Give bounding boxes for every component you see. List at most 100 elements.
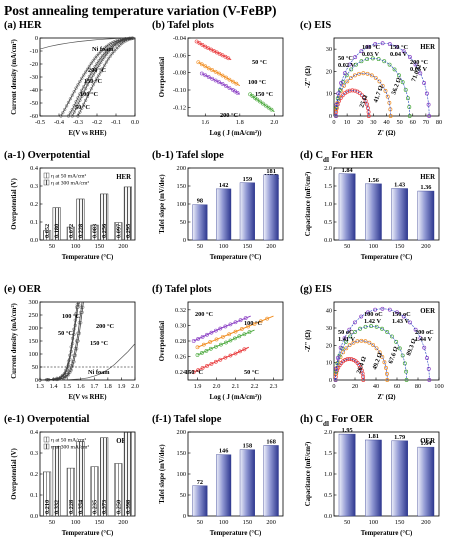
data-point xyxy=(380,83,385,88)
data-point xyxy=(374,324,379,329)
data-point xyxy=(59,114,63,118)
series-label: 100 °C xyxy=(62,313,81,320)
data-label: 159 xyxy=(243,176,252,183)
data-point xyxy=(73,323,77,327)
data-point xyxy=(347,327,352,332)
data-point xyxy=(68,111,72,115)
series-markers-3 xyxy=(191,347,247,375)
data-label: 0.256 xyxy=(101,224,108,238)
y-tick-label: 0.4 xyxy=(30,429,39,436)
data-point xyxy=(353,330,357,334)
data-point xyxy=(394,339,399,344)
x-tick-label: 10 xyxy=(344,119,350,126)
data-point xyxy=(233,329,238,334)
data-point xyxy=(74,100,78,104)
data-point xyxy=(112,49,116,53)
x-tick-label: 80 xyxy=(436,119,442,126)
x-tick-label: -0.3 xyxy=(73,119,83,126)
y-tick-label: -50 xyxy=(30,100,38,107)
x-tick-label: 50 xyxy=(49,519,55,526)
x-axis-label: Temperature (°C) xyxy=(62,254,114,261)
data-point xyxy=(360,93,364,98)
data-point xyxy=(336,360,341,365)
data-point xyxy=(217,51,222,56)
arc-label: 25 Ω xyxy=(358,94,369,109)
data-point xyxy=(66,362,71,366)
data-point xyxy=(200,351,204,355)
y-tick-label: 50 xyxy=(32,364,38,371)
x-tick-label: 30 xyxy=(370,119,376,126)
data-point xyxy=(209,47,213,52)
x-tick-label: 100 xyxy=(369,519,378,526)
data-point xyxy=(418,336,423,341)
x-tick-label: 1.8 xyxy=(104,383,112,390)
eis-annotation-line: 100 oC xyxy=(364,311,383,318)
data-point xyxy=(208,346,213,351)
data-point xyxy=(224,84,228,88)
x-tick-label: 1.5 xyxy=(63,383,71,390)
x-axis-label: Temperature (°C) xyxy=(361,530,413,537)
data-point xyxy=(252,321,257,326)
data-label: 0.180 xyxy=(54,224,61,238)
x-tick-label: 1.8 xyxy=(236,119,244,126)
data-point xyxy=(82,85,86,89)
y-tick-label: 0.32 xyxy=(175,307,186,314)
eis-annotation-line: 0.04 V xyxy=(390,51,407,58)
data-point xyxy=(95,76,99,80)
data-label: 0.235 xyxy=(92,500,99,514)
data-point xyxy=(223,324,228,329)
data-point xyxy=(97,63,101,67)
y-tick-label: 0.2 xyxy=(30,201,38,208)
data-point xyxy=(349,67,354,72)
data-point xyxy=(70,364,75,368)
data-point xyxy=(243,316,248,321)
data-point xyxy=(219,342,223,347)
eis-annotation-line: 0.02 V xyxy=(338,62,355,69)
data-point xyxy=(93,70,97,74)
data-point xyxy=(89,71,93,75)
series-line-0 xyxy=(39,37,136,50)
data-point xyxy=(400,80,405,85)
data-point xyxy=(242,332,247,337)
data-point xyxy=(63,107,67,112)
y-tick-label: 20 xyxy=(326,68,332,75)
x-tick-label: 20 xyxy=(352,383,358,390)
y-tick-label: 100 xyxy=(177,471,186,478)
y-tick-label: 150 xyxy=(177,183,186,190)
series-label: 150 °C xyxy=(185,369,204,376)
panel-title: (f) Tafel plots xyxy=(152,284,212,295)
data-point xyxy=(384,371,389,376)
x-tick-label: -0.5 xyxy=(35,119,45,126)
data-label: 1.36 xyxy=(420,184,431,191)
series-markers-3 xyxy=(199,71,240,95)
y-tick-label: 30 xyxy=(326,46,332,53)
x-axis-label: Temperature (°C) xyxy=(210,530,262,537)
panel-title-main: (h) C xyxy=(300,414,323,425)
data-point xyxy=(91,68,95,72)
data-point xyxy=(354,62,359,67)
y-tick-label: 1.5 xyxy=(324,183,332,190)
data-point xyxy=(99,60,103,64)
data-point xyxy=(59,377,63,381)
bar xyxy=(338,173,356,241)
data-label: 0.332 xyxy=(54,500,61,514)
data-point xyxy=(239,327,244,331)
x-tick-label: 50 xyxy=(197,519,203,526)
x-tick-label: 1.7 xyxy=(90,383,98,390)
eis-annotation-line: 1.41 V xyxy=(338,336,355,343)
data-point xyxy=(422,81,427,85)
x-axis-label: E(V vs RHE) xyxy=(68,394,106,401)
data-point xyxy=(373,42,378,47)
data-point xyxy=(85,83,90,87)
data-label: 0.097 xyxy=(115,224,122,238)
data-point xyxy=(263,103,268,108)
data-point xyxy=(89,61,93,65)
data-point xyxy=(69,368,73,372)
data-point xyxy=(81,305,85,309)
panel-title: (e-1) Overpotential xyxy=(4,414,90,425)
series-label: 50 °C xyxy=(58,330,73,337)
data-point xyxy=(258,99,262,104)
panel-title: (a-1) Overpotential xyxy=(4,150,90,161)
data-label: 181 xyxy=(266,168,275,175)
data-point xyxy=(195,353,200,357)
